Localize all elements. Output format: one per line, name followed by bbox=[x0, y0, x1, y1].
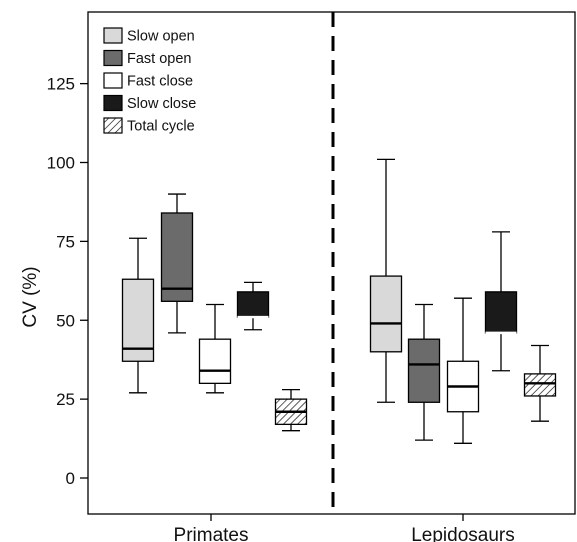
y-tick-label: 25 bbox=[56, 390, 75, 409]
x-axis: Primates Lepidosaurs bbox=[174, 514, 515, 542]
box-total-cycle-primates bbox=[274, 389, 308, 432]
y-tick-label: 50 bbox=[56, 311, 75, 330]
y-tick-label: 125 bbox=[47, 75, 75, 94]
y-tick-label: 100 bbox=[47, 154, 75, 173]
box-slow-close-lepidosaurs bbox=[484, 231, 518, 372]
legend-swatch bbox=[103, 49, 123, 67]
legend-swatch bbox=[103, 72, 123, 89]
box-fast-open-primates bbox=[160, 193, 194, 334]
legend-swatch bbox=[103, 117, 123, 134]
legend-label: Slow close bbox=[127, 96, 196, 112]
iqr-box bbox=[236, 291, 270, 318]
box-series bbox=[121, 158, 557, 444]
legend-label: Fast close bbox=[127, 74, 193, 90]
box-fast-open-lepidosaurs bbox=[407, 303, 441, 441]
legend: Slow open Fast open Fast close Slow close To… bbox=[103, 27, 196, 135]
y-axis: 0 25 50 75 100 125 bbox=[47, 75, 88, 488]
box-slow-close-primates bbox=[236, 281, 270, 331]
iqr-box bbox=[523, 373, 557, 397]
iqr-box bbox=[369, 275, 403, 353]
box-total-cycle-lepidosaurs bbox=[523, 344, 557, 422]
iqr-box bbox=[198, 338, 232, 384]
legend-swatch bbox=[103, 94, 123, 112]
legend-label: Slow open bbox=[127, 29, 195, 45]
box-slow-open-lepidosaurs bbox=[369, 158, 403, 403]
box-fast-close-primates bbox=[198, 303, 232, 394]
box-fast-close-lepidosaurs bbox=[446, 297, 480, 444]
iqr-box bbox=[484, 291, 518, 334]
category-label: Primates bbox=[174, 525, 249, 542]
legend-swatch bbox=[103, 27, 123, 44]
legend-label: Total cycle bbox=[127, 119, 195, 135]
iqr-box bbox=[160, 212, 194, 302]
box-slow-open-primates bbox=[121, 237, 155, 394]
legend-label: Fast open bbox=[127, 51, 192, 67]
y-tick-label: 0 bbox=[66, 469, 75, 488]
iqr-box bbox=[407, 338, 441, 403]
y-tick-label: 75 bbox=[56, 232, 75, 251]
y-axis-title: CV (%) bbox=[20, 266, 41, 327]
category-label: Lepidosaurs bbox=[411, 525, 515, 542]
